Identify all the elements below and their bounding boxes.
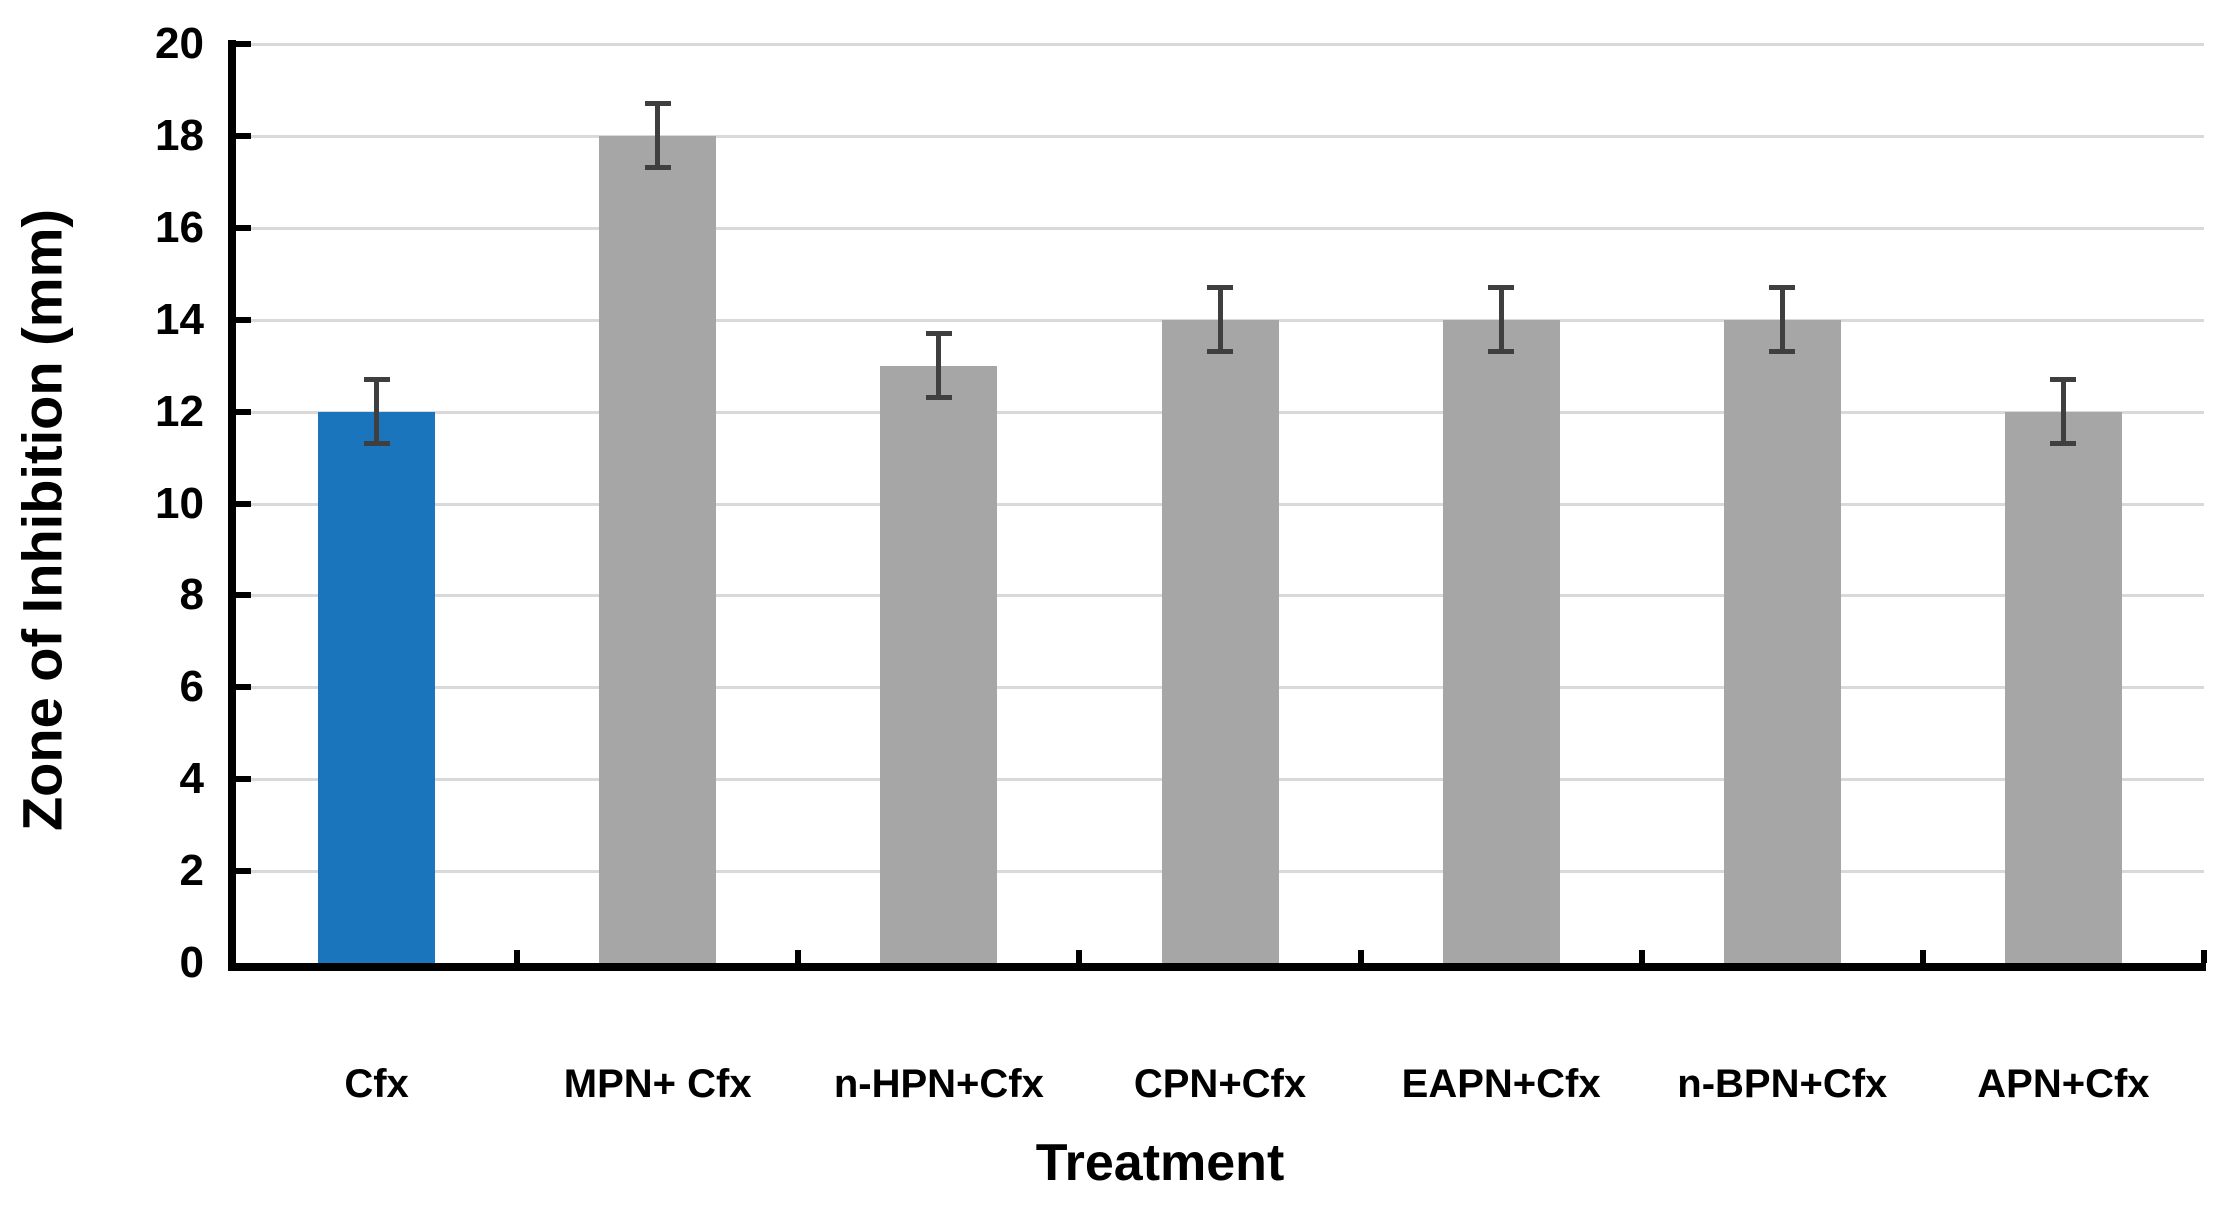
x-axis-tick-mark (1919, 950, 1926, 963)
gridline (236, 134, 2204, 138)
error-bar-cap-top (925, 331, 952, 337)
error-bar-line (936, 331, 942, 401)
error-bar-line (374, 377, 380, 447)
y-axis-tick-label: 6 (179, 662, 204, 712)
x-axis-line (228, 963, 2206, 971)
y-axis-tick-mark (236, 224, 251, 231)
bar (599, 135, 717, 963)
error-bar-cap-top (2050, 377, 2077, 383)
gridline (236, 43, 2204, 46)
y-axis-tick-label: 16 (155, 202, 204, 252)
y-axis-tick-label: 18 (155, 110, 204, 160)
y-axis-tick-mark (236, 132, 251, 139)
bar (880, 365, 998, 963)
error-bar-cap-bottom (925, 395, 952, 401)
y-axis-tick-mark (236, 500, 251, 507)
x-category-label: Cfx (344, 1062, 409, 1106)
y-axis-tick-mark (236, 868, 251, 875)
bar (1723, 319, 1841, 963)
x-category-label: APN+Cfx (1977, 1062, 2150, 1106)
bar (318, 411, 436, 963)
error-bar-line (655, 101, 661, 171)
error-bar-cap-bottom (1769, 349, 1796, 355)
error-bar-cap-bottom (644, 165, 671, 171)
bar (2004, 411, 2122, 963)
y-axis-line (228, 40, 236, 971)
y-axis-tick-mark (236, 592, 251, 599)
error-bar-cap-bottom (2050, 441, 2077, 447)
error-bar-cap-bottom (1488, 349, 1515, 355)
x-category-label: MPN+ Cfx (563, 1062, 752, 1106)
x-category-label: n-HPN+Cfx (833, 1062, 1044, 1106)
gridline (236, 226, 2204, 230)
y-axis-tick-label: 2 (179, 846, 204, 896)
error-bar-cap-top (1207, 285, 1233, 291)
x-axis-tick-mark (795, 950, 802, 963)
error-bar-cap-bottom (1207, 349, 1233, 355)
y-axis-tick-label: 12 (155, 386, 204, 436)
x-axis-title: Treatment (1035, 1134, 1285, 1192)
x-axis-tick-mark (1076, 950, 1083, 963)
y-axis-tick-mark (236, 408, 251, 415)
y-axis-tick-mark (236, 41, 251, 47)
y-axis-tick-label: 8 (179, 570, 204, 620)
error-bar-line (1779, 285, 1785, 355)
bar (1161, 319, 1279, 963)
x-category-label: EAPN+Cfx (1401, 1062, 1601, 1106)
bar (1442, 319, 1560, 963)
error-bar-cap-top (363, 377, 390, 383)
error-bar-cap-top (1769, 285, 1796, 291)
y-axis-tick-mark (236, 316, 251, 323)
y-axis-tick-label: 14 (155, 294, 204, 344)
error-bar-cap-top (1488, 285, 1515, 291)
error-bar-cap-top (644, 101, 671, 107)
error-bar-cap-bottom (363, 441, 390, 447)
x-category-label: n-BPN+Cfx (1677, 1062, 1888, 1106)
x-axis-tick-mark (1638, 950, 1645, 963)
error-bar-line (1498, 285, 1504, 355)
y-axis-tick-label: 10 (155, 478, 204, 528)
x-axis-tick-mark (1357, 950, 1364, 963)
y-axis-tick-mark (236, 776, 251, 783)
error-bar-line (2060, 377, 2066, 447)
y-axis-tick-label: 0 (179, 938, 204, 987)
x-axis-tick-mark (2201, 950, 2207, 963)
x-axis-tick-mark (514, 950, 521, 963)
y-axis-tick-label: 4 (179, 754, 204, 804)
y-axis-tick-label: 20 (155, 19, 204, 68)
x-category-label: CPN+Cfx (1133, 1062, 1307, 1106)
y-axis-tick-mark (236, 684, 251, 691)
error-bar-line (1217, 285, 1223, 355)
